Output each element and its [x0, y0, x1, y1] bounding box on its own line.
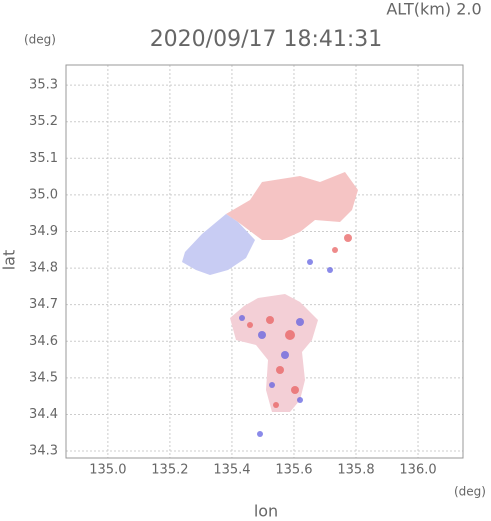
x-unit: (deg)	[454, 485, 486, 499]
plot-frame	[65, 64, 464, 459]
x-tick-label: 135.0	[89, 463, 126, 478]
y-tick-label: 35.0	[29, 187, 58, 202]
echo-mixed	[230, 294, 318, 412]
y-tick-label: 35.3	[29, 78, 58, 93]
y-tick-label: 34.7	[29, 297, 58, 312]
y-tick-label: 34.8	[29, 261, 58, 276]
grid	[66, 65, 463, 458]
chart-title: 2020/09/17 18:41:31	[150, 27, 383, 52]
radar-echo	[182, 172, 358, 437]
y-unit: (deg)	[24, 33, 56, 47]
x-tick-label: 135.6	[275, 463, 312, 478]
subtitle: ALT(km) 2.0	[386, 0, 481, 19]
x-tick-label: 135.2	[151, 463, 188, 478]
y-tick-label: 34.6	[29, 334, 58, 349]
y-label: lat	[0, 250, 19, 271]
y-tick-label: 35.1	[29, 151, 58, 166]
echo-negative	[182, 214, 255, 275]
x-tick-label: 136.0	[399, 463, 436, 478]
echo-positive	[226, 172, 358, 240]
x-label: lon	[254, 502, 278, 521]
y-tick-label: 34.9	[29, 224, 58, 239]
x-tick-label: 135.4	[213, 463, 250, 478]
y-tick-label: 34.3	[29, 444, 58, 459]
y-tick-label: 35.2	[29, 114, 58, 129]
y-tick-label: 34.4	[29, 407, 58, 422]
x-tick-label: 135.8	[337, 463, 374, 478]
y-tick-label: 34.5	[29, 370, 58, 385]
echo-spots-red	[247, 234, 352, 408]
echo-spots-blue	[239, 259, 333, 437]
